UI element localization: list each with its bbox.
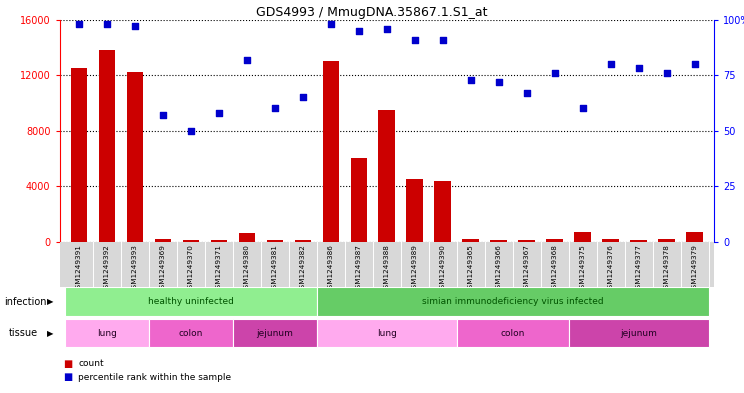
Bar [323, 61, 339, 242]
Point [129, 23, 141, 29]
Text: GSM1249367: GSM1249367 [524, 244, 530, 293]
Bar [568, 319, 708, 347]
Bar [630, 240, 647, 242]
Bar [546, 239, 563, 242]
Text: GSM1249365: GSM1249365 [468, 244, 474, 293]
Bar [65, 319, 149, 347]
Bar [295, 240, 311, 242]
Point [632, 65, 644, 72]
Bar [65, 287, 317, 316]
Bar [211, 240, 228, 242]
Text: lung: lung [377, 329, 397, 338]
Text: GSM1249393: GSM1249393 [132, 244, 138, 293]
Point [297, 94, 309, 101]
Text: GSM1249392: GSM1249392 [104, 244, 110, 293]
Point [241, 57, 253, 63]
Text: colon: colon [501, 329, 525, 338]
Bar [71, 68, 88, 242]
Text: GSM1249370: GSM1249370 [188, 244, 194, 293]
Point [689, 61, 701, 67]
Point [157, 112, 169, 118]
Bar [603, 239, 619, 242]
Point [521, 90, 533, 96]
Text: GSM1249376: GSM1249376 [608, 244, 614, 293]
Point [381, 26, 393, 32]
Point [353, 28, 365, 34]
Text: GSM1249386: GSM1249386 [328, 244, 334, 293]
Bar [149, 319, 233, 347]
Text: GSM1249381: GSM1249381 [272, 244, 278, 293]
Text: ■: ■ [63, 372, 72, 382]
Bar [519, 240, 535, 242]
Text: ▶: ▶ [47, 329, 53, 338]
Text: GSM1249389: GSM1249389 [412, 244, 418, 293]
Bar [317, 287, 708, 316]
Point [101, 21, 113, 27]
Point [409, 37, 421, 43]
Text: lung: lung [97, 329, 117, 338]
Text: GSM1249375: GSM1249375 [580, 244, 586, 293]
Text: GSM1249390: GSM1249390 [440, 244, 446, 293]
Text: healthy uninfected: healthy uninfected [148, 297, 234, 306]
Bar [233, 319, 317, 347]
Point [661, 70, 673, 76]
Point [213, 110, 225, 116]
Point [465, 77, 477, 83]
Point [437, 37, 449, 43]
Bar [155, 239, 171, 242]
Text: GSM1249371: GSM1249371 [216, 244, 222, 293]
Bar [379, 110, 395, 242]
Point [493, 79, 504, 85]
Point [549, 70, 561, 76]
Text: GSM1249369: GSM1249369 [160, 244, 166, 293]
Bar [463, 239, 479, 242]
Text: jejunum: jejunum [620, 329, 657, 338]
Point [185, 127, 197, 134]
Text: GSM1249387: GSM1249387 [356, 244, 362, 293]
Text: GSM1249378: GSM1249378 [664, 244, 670, 293]
Bar [686, 232, 703, 242]
Point [73, 21, 85, 27]
Bar [99, 50, 115, 242]
Point [325, 21, 337, 27]
Bar [574, 232, 591, 242]
Bar [457, 319, 568, 347]
Point [605, 61, 617, 67]
Point [269, 105, 281, 112]
Text: ■: ■ [63, 358, 72, 369]
Text: GSM1249382: GSM1249382 [300, 244, 306, 293]
Text: GSM1249377: GSM1249377 [635, 244, 641, 293]
Text: GDS4993 / MmugDNA.35867.1.S1_at: GDS4993 / MmugDNA.35867.1.S1_at [256, 6, 488, 19]
Text: simian immunodeficiency virus infected: simian immunodeficiency virus infected [422, 297, 603, 306]
Point [577, 105, 589, 112]
Bar [658, 239, 675, 242]
Bar [350, 158, 368, 242]
Text: jejunum: jejunum [257, 329, 293, 338]
Bar [182, 240, 199, 242]
Text: GSM1249368: GSM1249368 [552, 244, 558, 293]
Text: GSM1249366: GSM1249366 [496, 244, 501, 293]
Bar [406, 179, 423, 242]
Bar [434, 181, 451, 242]
Text: ▶: ▶ [47, 298, 53, 306]
Text: GSM1249380: GSM1249380 [244, 244, 250, 293]
Text: GSM1249388: GSM1249388 [384, 244, 390, 293]
Text: colon: colon [179, 329, 203, 338]
Bar [266, 240, 283, 242]
Bar [317, 319, 457, 347]
Text: tissue: tissue [9, 328, 38, 338]
Text: percentile rank within the sample: percentile rank within the sample [78, 373, 231, 382]
Bar [239, 233, 255, 242]
Bar [126, 72, 144, 242]
Text: infection: infection [4, 297, 46, 307]
Bar [490, 240, 507, 242]
Text: count: count [78, 359, 103, 368]
Text: GSM1249391: GSM1249391 [76, 244, 82, 293]
Text: GSM1249379: GSM1249379 [692, 244, 698, 293]
